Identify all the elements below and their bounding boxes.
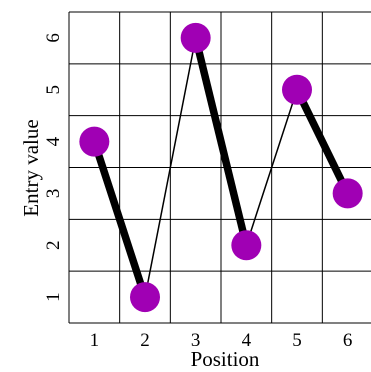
y-tick-label: 5	[43, 85, 64, 95]
y-tick-label: 3	[43, 189, 64, 199]
x-tick-labels: 1 2 3 4 5 6	[90, 330, 353, 351]
thin-segment	[144, 37, 197, 298]
data-points	[79, 22, 363, 313]
y-tick-label: 6	[43, 33, 64, 43]
line-segments	[90, 37, 352, 299]
data-point	[180, 22, 211, 53]
x-axis-label: Position	[191, 347, 260, 371]
data-point	[332, 178, 363, 209]
x-tick-label: 3	[191, 330, 201, 351]
grid	[68, 11, 371, 324]
y-tick-label: 1	[43, 292, 64, 302]
thick-segment	[192, 37, 250, 247]
y-axis-label: Entry value	[19, 119, 43, 216]
y-tick-label: 4	[43, 136, 64, 146]
x-tick-label: 2	[140, 330, 150, 351]
y-tick-labels: 1 2 3 4 5 6	[43, 33, 64, 302]
data-point	[231, 230, 262, 261]
thin-segment	[245, 89, 298, 246]
x-tick-label: 5	[292, 330, 302, 351]
x-tick-label: 6	[343, 330, 353, 351]
x-tick-label: 4	[242, 330, 252, 351]
y-tick-label: 2	[43, 241, 64, 251]
data-point	[79, 126, 110, 157]
thick-segment	[293, 88, 352, 196]
data-point	[282, 74, 312, 105]
x-tick-label: 1	[90, 330, 100, 351]
data-point	[130, 282, 160, 313]
thick-segment	[90, 140, 149, 299]
